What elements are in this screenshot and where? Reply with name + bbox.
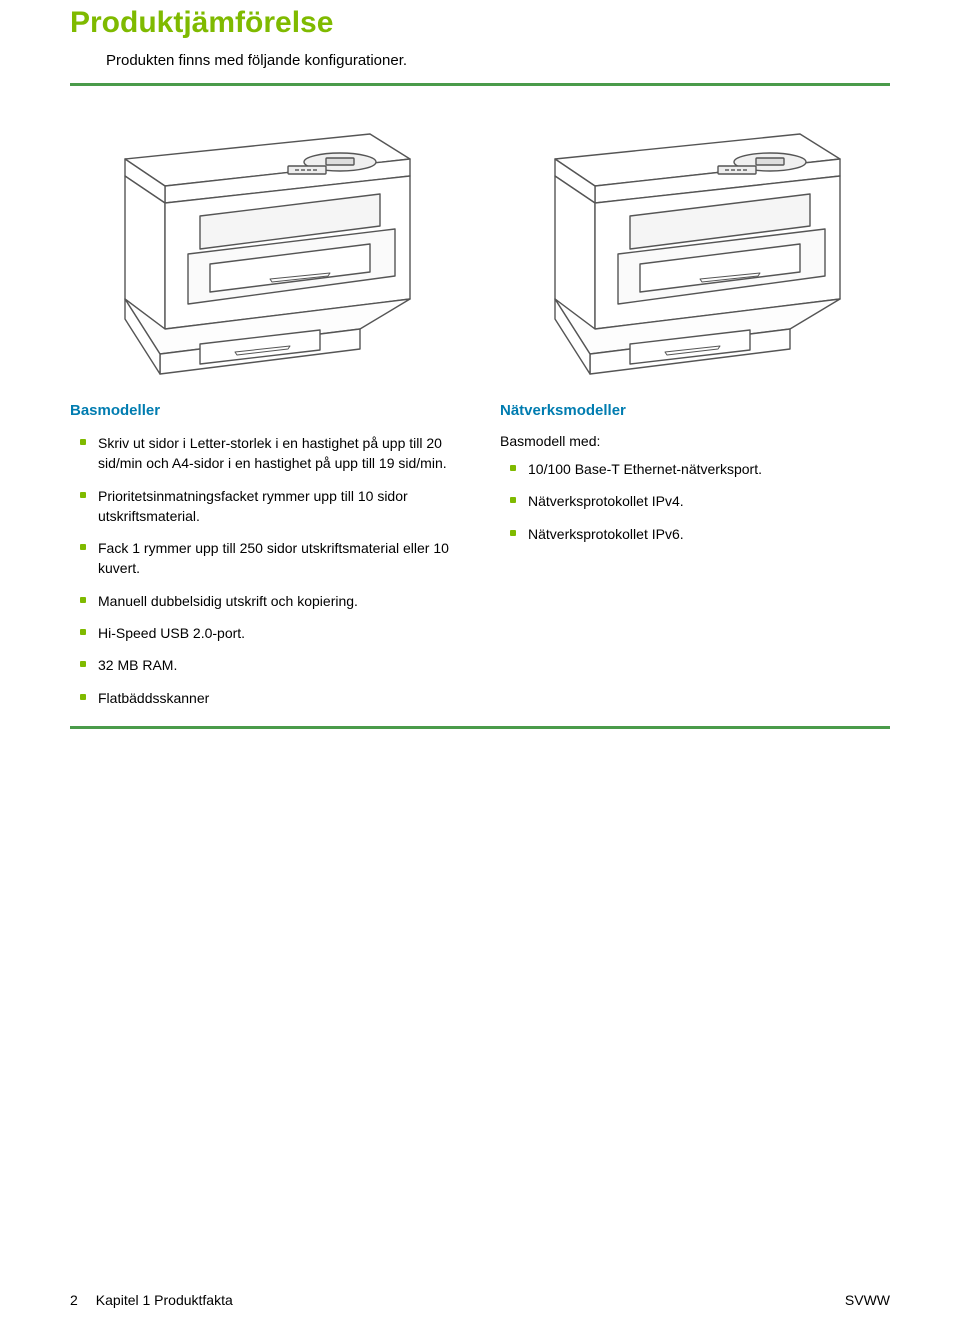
list-item: Skriv ut sidor i Letter-storlek i en has… <box>70 433 460 474</box>
page-subtitle: Produkten finns med följande konfigurati… <box>106 52 890 69</box>
bottom-rule <box>70 726 890 729</box>
right-column: Nätverksmodeller Basmodell med: 10/100 B… <box>500 402 890 720</box>
left-column: Basmodeller Skriv ut sidor i Letter-stor… <box>70 402 460 720</box>
right-intro: Basmodell med: <box>500 433 890 449</box>
page-title: Produktjämförelse <box>70 0 890 48</box>
page-footer: 2 Kapitel 1 Produktfakta SVWW <box>0 1292 960 1308</box>
list-item: 32 MB RAM. <box>70 655 460 675</box>
list-item: Nätverksprotokollet IPv6. <box>500 524 890 544</box>
printer-illustration-left <box>70 104 460 394</box>
printer-images-row <box>70 104 890 394</box>
footer-right: SVWW <box>845 1292 890 1308</box>
comparison-columns: Basmodeller Skriv ut sidor i Letter-stor… <box>70 402 890 720</box>
list-item: Nätverksprotokollet IPv4. <box>500 491 890 511</box>
list-item: 10/100 Base-T Ethernet-nätverksport. <box>500 459 890 479</box>
list-item: Fack 1 rymmer upp till 250 sidor utskrif… <box>70 538 460 579</box>
printer-illustration-right <box>500 104 890 394</box>
list-item: Manuell dubbelsidig utskrift och kopieri… <box>70 591 460 611</box>
left-bullet-list: Skriv ut sidor i Letter-storlek i en has… <box>70 433 460 708</box>
top-rule <box>70 83 890 86</box>
footer-chapter: Kapitel 1 Produktfakta <box>96 1292 233 1308</box>
list-item: Flatbäddsskanner <box>70 688 460 708</box>
right-bullet-list: 10/100 Base-T Ethernet-nätverksport. Nät… <box>500 459 890 544</box>
right-column-header: Nätverksmodeller <box>500 402 890 419</box>
footer-page-number: 2 <box>70 1292 78 1308</box>
list-item: Prioritetsinmatningsfacket rymmer upp ti… <box>70 486 460 527</box>
left-column-header: Basmodeller <box>70 402 460 419</box>
list-item: Hi-Speed USB 2.0-port. <box>70 623 460 643</box>
